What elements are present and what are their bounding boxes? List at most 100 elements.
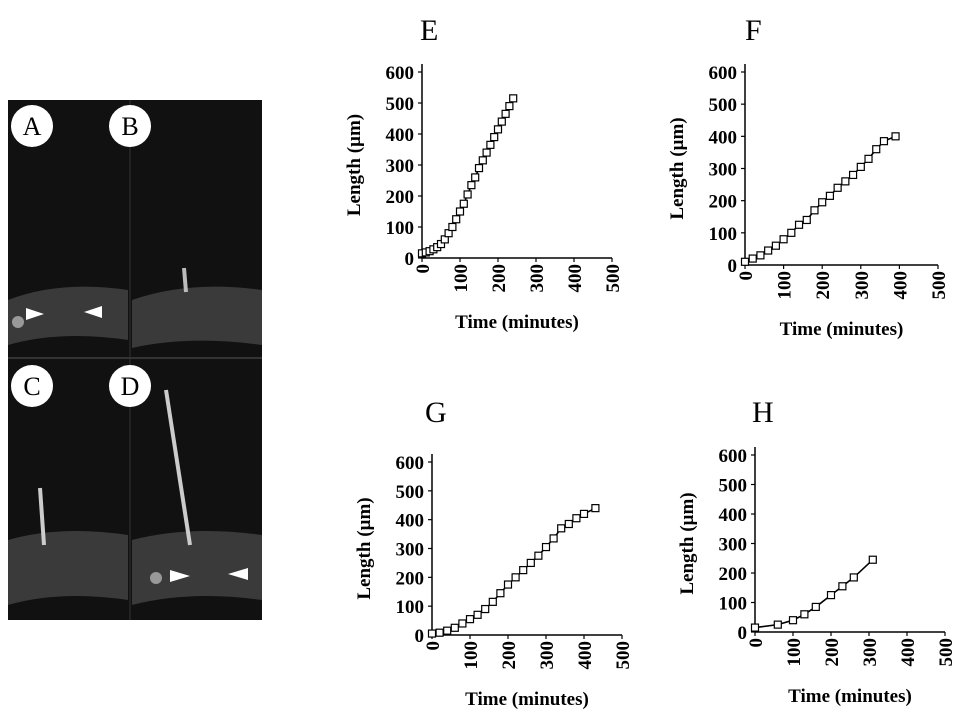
- data-point: [756, 251, 765, 260]
- data-point: [534, 551, 543, 560]
- data-point: [455, 207, 465, 216]
- data-point: [764, 246, 773, 255]
- panel-label: D: [121, 372, 140, 401]
- data-point: [496, 589, 505, 598]
- arrowhead: [26, 308, 44, 320]
- data-point: [773, 620, 782, 629]
- x-axis-label: Time (minutes): [780, 319, 904, 340]
- data-point: [526, 558, 535, 568]
- series-line: [754, 559, 874, 629]
- x-tick-label: 500: [603, 264, 624, 293]
- y-tick-label: 200: [386, 187, 415, 208]
- y-tick-label: 200: [719, 564, 748, 585]
- data-point: [473, 610, 482, 619]
- tissue: [132, 531, 262, 605]
- chart-title: G: [425, 396, 447, 429]
- data-point: [557, 524, 566, 533]
- chart-title: F: [745, 14, 762, 47]
- panel-badge: [109, 365, 151, 407]
- data-point: [826, 591, 836, 600]
- data-point: [564, 519, 573, 529]
- tissue: [8, 531, 128, 605]
- panel-label: A: [23, 112, 42, 141]
- tissue: [8, 286, 128, 345]
- x-tick-label: 100: [451, 264, 472, 293]
- y-tick-label: 100: [709, 224, 738, 245]
- y-tick-label: 300: [386, 156, 415, 177]
- y-tick-label: 500: [386, 94, 415, 115]
- data-point: [471, 173, 480, 182]
- y-tick-label: 100: [386, 218, 415, 239]
- data-point: [467, 181, 476, 190]
- y-tick-label: 0: [738, 623, 748, 644]
- arrowhead: [170, 570, 190, 582]
- arrowhead: [228, 568, 248, 580]
- y-axis-label: Length (µm): [354, 497, 375, 599]
- data-point: [848, 170, 858, 180]
- panel-badge: [11, 365, 53, 407]
- root-hair: [38, 487, 46, 546]
- x-tick-label: 400: [565, 264, 586, 293]
- y-tick-label: 600: [396, 453, 425, 474]
- data-point: [833, 183, 842, 192]
- data-point: [463, 190, 472, 199]
- data-point: [488, 597, 497, 606]
- x-tick-label: 200: [499, 641, 520, 670]
- data-point: [427, 629, 437, 638]
- data-point: [549, 534, 558, 543]
- y-axis-label: Length (µm): [677, 492, 698, 594]
- x-tick-label: 200: [822, 638, 843, 667]
- y-tick-label: 600: [719, 446, 748, 467]
- data-point: [849, 573, 858, 582]
- data-point: [891, 132, 900, 141]
- data-point: [503, 580, 513, 589]
- data-point: [864, 154, 873, 163]
- x-tick-label: 300: [860, 638, 881, 667]
- y-tick-label: 200: [709, 192, 738, 213]
- x-tick-label: 500: [613, 641, 634, 670]
- data-point: [825, 191, 835, 200]
- data-point: [541, 542, 551, 552]
- data-point: [750, 623, 760, 632]
- data-point: [458, 619, 467, 628]
- data-point: [771, 241, 780, 250]
- data-point: [779, 235, 788, 244]
- panel-label: B: [121, 112, 138, 141]
- data-point: [505, 101, 514, 111]
- panel-badge: [109, 105, 151, 147]
- data-point: [591, 504, 600, 513]
- panel-badge: [11, 105, 53, 147]
- micrograph: A B C D: [8, 100, 262, 620]
- x-tick-label: 100: [784, 638, 805, 667]
- data-point: [509, 94, 518, 103]
- x-tick-label: 300: [537, 641, 558, 670]
- y-tick-label: 300: [709, 160, 738, 181]
- x-tick-label: 0: [746, 638, 767, 648]
- data-point: [435, 628, 444, 637]
- data-point: [450, 623, 459, 632]
- data-point: [481, 604, 490, 614]
- data-point: [579, 509, 589, 518]
- data-point: [787, 228, 796, 237]
- panel-label: C: [23, 372, 40, 401]
- data-point: [818, 198, 827, 207]
- x-tick-label: 200: [489, 264, 510, 293]
- data-point: [572, 514, 581, 523]
- x-tick-label: 500: [929, 271, 950, 300]
- data-point: [497, 117, 506, 126]
- x-axis-label: Time (minutes): [788, 686, 912, 707]
- data-point: [794, 220, 804, 229]
- data-point: [452, 215, 461, 224]
- y-tick-label: 100: [396, 597, 425, 618]
- data-point: [879, 137, 889, 146]
- data-point: [800, 610, 809, 619]
- y-tick-label: 400: [709, 127, 738, 148]
- tissue: [132, 286, 262, 348]
- data-point: [474, 164, 484, 173]
- x-tick-label: 100: [775, 271, 796, 300]
- x-tick-label: 300: [527, 264, 548, 293]
- data-point: [740, 257, 750, 266]
- chart-title: H: [752, 396, 774, 429]
- data-point: [511, 573, 520, 582]
- data-point: [810, 206, 819, 215]
